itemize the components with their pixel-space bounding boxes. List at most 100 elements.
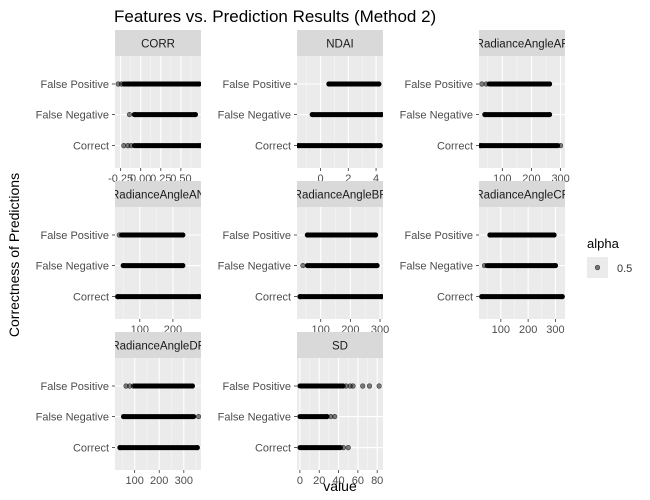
series-false-positive (116, 232, 186, 238)
series-false-negative (126, 111, 198, 118)
facet-strip-label: SD (332, 341, 348, 353)
data-point (196, 294, 201, 300)
y-tick-label: False Negative (218, 110, 291, 122)
facet-strip-label: RadianceAngleAF (476, 39, 569, 51)
series-false-positive (123, 383, 195, 389)
data-point (350, 383, 356, 389)
y-tick-label: False Negative (218, 412, 291, 424)
facet-strip (115, 181, 201, 207)
series-false-positive (304, 232, 379, 238)
data-point (116, 232, 122, 238)
panel-background (115, 207, 201, 319)
x-tick-label: 100 (492, 324, 510, 336)
data-point (552, 262, 559, 269)
data-point (130, 383, 137, 389)
panel-background (115, 56, 201, 168)
data-point (131, 81, 137, 87)
data-point (195, 413, 201, 420)
data-point (180, 262, 186, 269)
y-tick-label: False Positive (223, 79, 291, 91)
x-tick-label: 300 (175, 475, 193, 487)
y-axis-label: Correctness of Predictions (6, 173, 22, 337)
panel-background (479, 56, 565, 168)
series-false-negative (482, 111, 553, 118)
series-false-positive (487, 232, 557, 238)
data-point (197, 143, 201, 149)
data-point (479, 294, 485, 300)
series-correct (297, 143, 383, 149)
series-correct (479, 294, 565, 300)
data-point (546, 81, 553, 87)
series-correct (121, 143, 201, 149)
data-point (332, 413, 338, 420)
data-point (360, 383, 366, 389)
x-tick-label: 100 (125, 475, 143, 487)
series-false-positive (326, 81, 382, 87)
data-point (345, 445, 351, 451)
data-point (297, 294, 303, 300)
panel-ndai: NDAI False Positive False Negative Correct 0… (218, 30, 383, 185)
series-false-positive (115, 81, 201, 87)
data-point (479, 81, 485, 87)
data-point (559, 294, 565, 300)
data-point (372, 232, 379, 238)
y-tick-label: Correct (255, 292, 291, 304)
data-point (309, 111, 315, 118)
facet-strip (297, 332, 383, 358)
chart-title: Features vs. Prediction Results (Method … (114, 7, 436, 26)
data-point (483, 81, 489, 87)
y-tick-label: False Positive (405, 79, 473, 91)
data-point (546, 111, 553, 118)
y-tick-label: Correct (437, 292, 473, 304)
data-point (326, 81, 332, 87)
x-tick-label: 0 (297, 475, 303, 487)
panel-radianceanglecf: RadianceAngleCF False Positive False Negat… (400, 181, 568, 336)
data-point (377, 143, 383, 149)
data-point (117, 445, 123, 451)
x-tick-label: 200 (519, 324, 537, 336)
y-tick-label: False Negative (400, 261, 473, 273)
data-point (378, 294, 383, 300)
data-point (132, 111, 138, 118)
y-tick-label: Correct (255, 443, 291, 455)
series-correct (117, 445, 200, 451)
panel-background (297, 56, 383, 168)
data-point (376, 81, 382, 87)
y-tick-label: False Negative (36, 412, 109, 424)
facet-strip (479, 181, 565, 207)
y-tick-label: Correct (437, 141, 473, 153)
y-tick-label: False Positive (223, 381, 291, 393)
series-false-negative (481, 262, 559, 269)
data-point (479, 143, 484, 149)
x-tick-label: 80 (371, 475, 383, 487)
y-tick-label: False Negative (36, 110, 109, 122)
data-point (195, 81, 201, 87)
series-false-positive (297, 383, 382, 389)
panel-background (115, 358, 201, 470)
data-point (487, 232, 493, 238)
data-point (126, 111, 133, 118)
panel-radianceangleaf: RadianceAngleAF False Positive False Negat… (400, 30, 570, 185)
data-point (482, 111, 488, 118)
series-false-negative (120, 262, 186, 269)
data-point (194, 445, 200, 451)
panel-radianceangledf: RadianceAngleDF False Positive False Negat… (36, 332, 201, 487)
data-point (551, 232, 557, 238)
series-false-negative (309, 111, 383, 118)
series-correct (479, 143, 564, 149)
facet-strip-label: RadianceAngleCF (475, 190, 568, 202)
y-tick-label: False Positive (223, 230, 291, 242)
facet-strip (115, 332, 201, 358)
data-point (340, 445, 346, 451)
data-point (180, 232, 186, 238)
data-point (115, 294, 121, 300)
legend: alpha 0.5 (587, 236, 632, 278)
series-false-positive (479, 81, 553, 87)
data-point (300, 262, 306, 269)
facet-strip-label: CORR (141, 39, 175, 51)
x-tick-label: 60 (352, 475, 364, 487)
y-tick-label: False Negative (36, 261, 109, 273)
legend-title: alpha (587, 236, 620, 251)
y-tick-label: Correct (73, 141, 109, 153)
y-tick-label: False Negative (400, 110, 473, 122)
